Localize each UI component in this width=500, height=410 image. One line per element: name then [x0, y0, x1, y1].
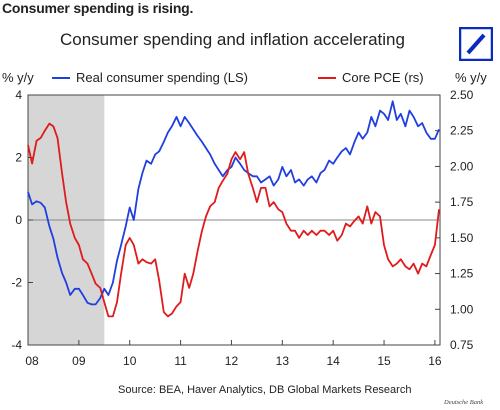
brand-watermark: Deutsche Bank [444, 399, 484, 406]
series-line-real-consumer-spending [27, 100, 440, 306]
source-note: Source: BEA, Haver Analytics, DB Global … [118, 384, 412, 396]
x-tick-label: 15 [377, 354, 391, 368]
legend-label: Real consumer spending (LS) [76, 70, 248, 85]
x-tick-label: 09 [72, 354, 86, 368]
headline: Consumer spending is rising. [2, 0, 194, 16]
x-tick-label: 16 [428, 354, 442, 368]
right-tick-label: 1.00 [450, 302, 474, 316]
x-tick-label: 10 [123, 354, 137, 368]
legend-item-core-pce: Core PCE (rs) [318, 70, 424, 85]
legend-swatch-blue [52, 76, 70, 79]
left-axis-unit: % y/y [2, 70, 34, 85]
recession-shading [28, 95, 105, 345]
plot-frame [27, 94, 441, 346]
chart-title: Consumer spending and inflation accelera… [60, 30, 405, 49]
x-tick-label: 12 [225, 354, 239, 368]
left-tick-label: 0 [15, 213, 22, 227]
right-tick-label: 2.00 [450, 159, 474, 173]
right-tick-label: 2.50 [450, 88, 474, 102]
x-tick-label: 13 [276, 354, 290, 368]
right-axis-unit: % y/y [455, 70, 487, 85]
legend-item-real-consumer-spending: Real consumer spending (LS) [52, 70, 248, 85]
right-tick-label: 1.25 [450, 267, 474, 281]
left-tick-label: -4 [11, 338, 22, 352]
left-tick-label: 2 [15, 151, 22, 165]
right-tick-label: 2.25 [450, 124, 474, 138]
series-line-core-pce [27, 122, 440, 318]
legend-swatch-red [318, 76, 336, 79]
legend-label: Core PCE (rs) [342, 70, 424, 85]
x-tick-label: 14 [327, 354, 341, 368]
deutsche-bank-logo-icon [459, 27, 493, 61]
right-tick-label: 1.75 [450, 195, 474, 209]
right-tick-label: 0.75 [450, 338, 474, 352]
x-tick-label: 11 [174, 354, 187, 368]
left-tick-label: 4 [15, 88, 22, 102]
right-tick-label: 1.50 [450, 231, 474, 245]
left-tick-label: -2 [11, 276, 22, 290]
x-tick-label: 08 [25, 354, 39, 368]
